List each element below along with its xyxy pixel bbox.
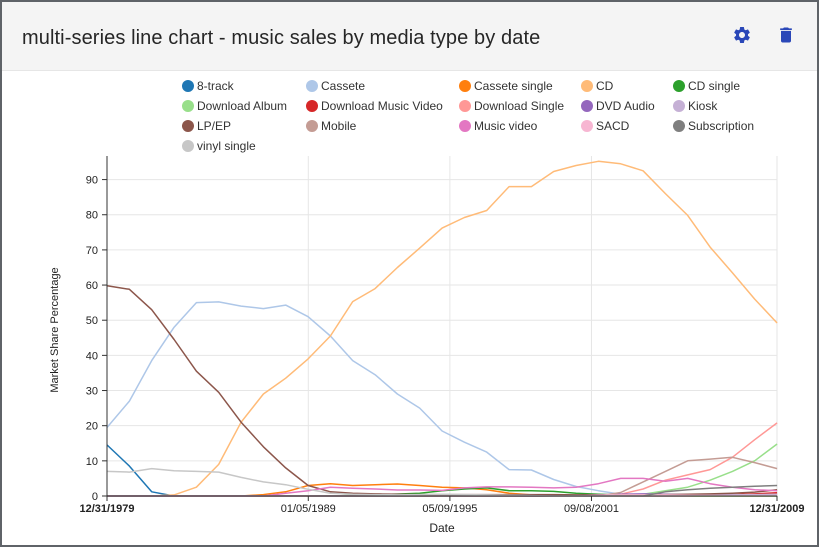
line-chart: 8-track Cassete Cassete single CD CD single D… — [49, 79, 805, 535]
legend-swatch — [581, 100, 593, 112]
y-tick-label: 80 — [86, 210, 98, 222]
legend-item[interactable]: Download Single — [459, 99, 564, 113]
legend-swatch — [306, 100, 318, 112]
legend-item[interactable]: vinyl single — [182, 139, 256, 153]
chart-axes: 0 10 20 30 40 50 60 70 80 90 12/31/1979 01/05/1989 0… — [79, 156, 805, 515]
y-tick-label: 20 — [86, 421, 98, 433]
legend-item[interactable]: LP/EP — [182, 119, 231, 133]
legend-item[interactable]: CD — [581, 79, 614, 93]
legend-item[interactable]: Download Music Video — [306, 99, 443, 113]
legend-label: Music video — [474, 119, 538, 133]
chart-lines — [106, 160, 778, 497]
legend-item[interactable]: Mobile — [306, 119, 357, 133]
settings-button[interactable] — [730, 24, 754, 50]
legend-item[interactable]: CD single — [673, 79, 740, 93]
y-tick-label: 40 — [86, 350, 98, 362]
legend-label: Kiosk — [688, 99, 718, 113]
legend-swatch — [182, 80, 194, 92]
y-tick-label: 60 — [86, 280, 98, 292]
legend-item[interactable]: Kiosk — [673, 99, 718, 113]
x-tick-label: 12/31/1979 — [79, 503, 134, 515]
x-tick-label: 01/05/1989 — [281, 503, 336, 515]
delete-button[interactable] — [774, 24, 798, 50]
legend-item[interactable]: Cassete — [306, 79, 365, 93]
y-tick-label: 90 — [86, 175, 98, 187]
series-line — [107, 443, 778, 497]
legend-label: Download Album — [197, 99, 287, 113]
chart-legend: 8-track Cassete Cassete single CD CD single D… — [182, 79, 754, 153]
legend-label: vinyl single — [197, 139, 256, 153]
y-tick-label: 0 — [92, 491, 98, 503]
legend-item[interactable]: Music video — [459, 119, 538, 133]
legend-swatch — [581, 80, 593, 92]
legend-swatch — [459, 120, 471, 132]
x-tick-label: 12/31/2009 — [749, 503, 804, 515]
legend-swatch — [306, 80, 318, 92]
legend-swatch — [673, 120, 685, 132]
legend-swatch — [182, 140, 194, 152]
y-tick-label: 70 — [86, 245, 98, 257]
x-axis-label: Date — [429, 521, 455, 535]
legend-label: Mobile — [321, 119, 357, 133]
legend-item[interactable]: Cassete single — [459, 79, 553, 93]
legend-label: Cassete — [321, 79, 365, 93]
legend-swatch — [459, 100, 471, 112]
card-header: multi-series line chart - music sales by… — [2, 2, 817, 71]
gear-icon — [732, 25, 752, 50]
series-line — [107, 477, 778, 497]
x-tick-label: 05/09/1995 — [422, 503, 477, 515]
legend-swatch — [673, 100, 685, 112]
chart-grid — [106, 156, 778, 496]
y-tick-label: 10 — [86, 456, 98, 468]
legend-label: DVD Audio — [596, 99, 655, 113]
series-line — [107, 456, 778, 497]
legend-item[interactable]: SACD — [581, 119, 630, 133]
trash-icon — [776, 25, 796, 50]
legend-label: 8-track — [197, 79, 235, 93]
legend-item[interactable]: Subscription — [673, 119, 754, 133]
legend-label: LP/EP — [197, 119, 231, 133]
y-axis-label: Market Share Percentage — [49, 267, 61, 392]
legend-swatch — [182, 120, 194, 132]
legend-item[interactable]: DVD Audio — [581, 99, 655, 113]
legend-item[interactable]: Download Album — [182, 99, 287, 113]
legend-swatch — [673, 80, 685, 92]
legend-swatch — [306, 120, 318, 132]
legend-swatch — [581, 120, 593, 132]
legend-item[interactable]: 8-track — [182, 79, 235, 93]
legend-label: Download Music Video — [321, 99, 443, 113]
y-tick-label: 50 — [86, 315, 98, 327]
series-line — [107, 467, 778, 497]
legend-label: Cassete single — [474, 79, 553, 93]
y-tick-label: 30 — [86, 386, 98, 398]
legend-label: CD — [596, 79, 614, 93]
series-line — [107, 422, 778, 497]
page-title: multi-series line chart - music sales by… — [22, 27, 541, 49]
legend-label: CD single — [688, 79, 740, 93]
legend-label: Subscription — [688, 119, 754, 133]
legend-label: SACD — [596, 119, 630, 133]
legend-swatch — [182, 100, 194, 112]
legend-swatch — [459, 80, 471, 92]
x-tick-label: 09/08/2001 — [564, 503, 619, 515]
legend-label: Download Single — [474, 99, 564, 113]
series-line — [107, 160, 778, 497]
